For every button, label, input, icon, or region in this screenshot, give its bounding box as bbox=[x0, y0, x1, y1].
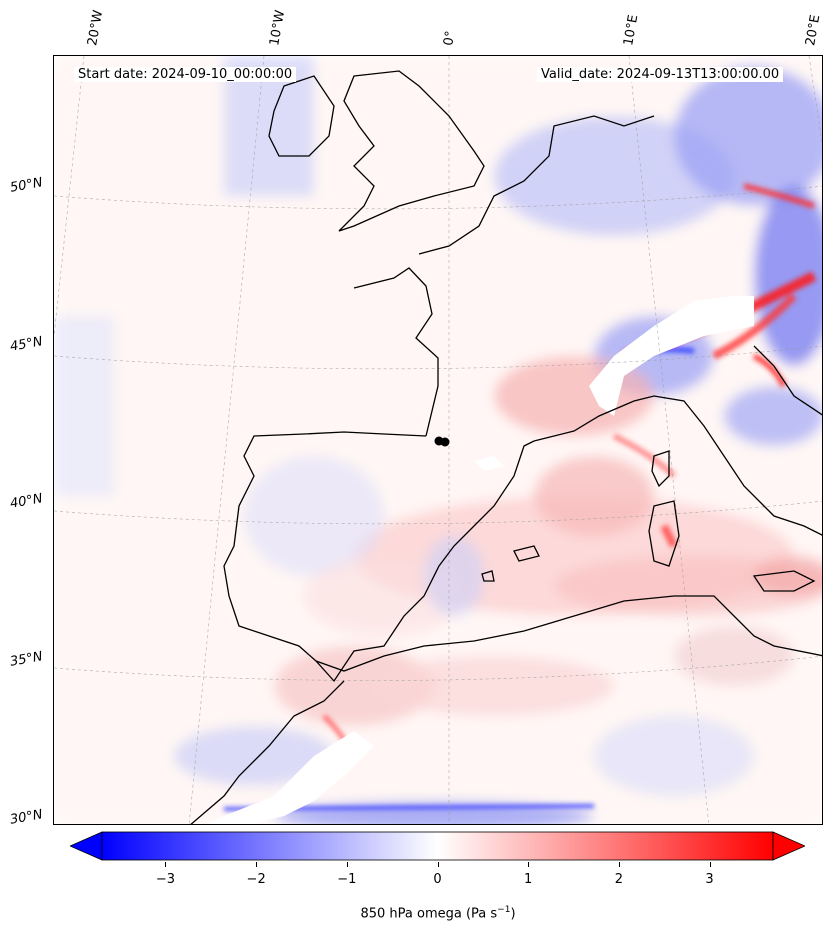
colorbar-tick-mark bbox=[437, 862, 439, 867]
colorbar-extend-min bbox=[70, 831, 103, 861]
lat-label-35n: 35°N bbox=[8, 649, 44, 670]
colorbar-tick-label: −1 bbox=[337, 872, 357, 887]
station-marker bbox=[434, 436, 450, 447]
colorbar-label: 850 hPa omega (Pa s−1) bbox=[0, 905, 832, 921]
colorbar-tick-mark bbox=[256, 862, 258, 867]
lat-label-30n: 30°N bbox=[8, 807, 44, 828]
lon-label-10e: 10°E bbox=[621, 13, 642, 47]
coastlines bbox=[190, 70, 822, 824]
colorbar-tick-label: 2 bbox=[614, 872, 623, 887]
colorbar-label-exp: −1 bbox=[497, 905, 511, 915]
colorbar-tick-mark bbox=[709, 862, 711, 867]
lat-label-45n: 45°N bbox=[8, 334, 44, 355]
colorbar-tick-mark bbox=[528, 862, 530, 867]
map-canvas bbox=[54, 56, 822, 824]
colorbar-label-end: ) bbox=[510, 906, 516, 922]
lat-label-40n: 40°N bbox=[8, 491, 44, 512]
lon-label-20w: 20°W bbox=[85, 9, 107, 48]
colorbar-extend-max bbox=[772, 831, 805, 861]
map-panel[interactable] bbox=[53, 55, 823, 825]
colorbar-tick-label: −3 bbox=[155, 872, 176, 887]
colorbar-tick-mark bbox=[618, 862, 620, 867]
lon-label-0: 0° bbox=[441, 29, 459, 47]
start-date-label: Start date: 2024-09-10_00:00:00 bbox=[74, 67, 297, 82]
colorbar-tick-label: 3 bbox=[705, 872, 714, 887]
colorbar bbox=[70, 831, 805, 861]
lon-label-10w: 10°W bbox=[267, 9, 289, 48]
colorbar-tick-mark bbox=[165, 862, 167, 867]
lon-label-20e: 20°E bbox=[803, 13, 824, 47]
colorbar-tick-mark bbox=[346, 862, 348, 867]
colorbar-gradient bbox=[101, 831, 774, 861]
masked-regions bbox=[208, 296, 754, 824]
colorbar-tick-label: 1 bbox=[524, 872, 533, 887]
colorbar-tick-label: 0 bbox=[433, 872, 442, 887]
colorbar-label-main: 850 hPa omega (Pa s bbox=[360, 906, 498, 922]
colorbar-tick-label: −2 bbox=[246, 872, 266, 887]
omega-field bbox=[54, 56, 822, 824]
lat-label-50n: 50°N bbox=[8, 175, 44, 196]
valid-date-label: Valid_date: 2024-09-13T13:00:00.00 bbox=[537, 67, 784, 82]
